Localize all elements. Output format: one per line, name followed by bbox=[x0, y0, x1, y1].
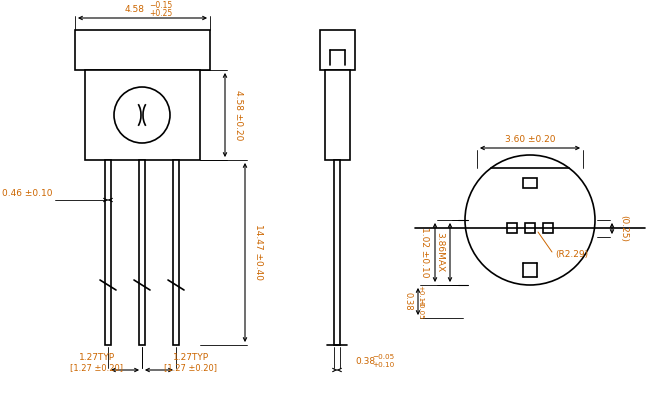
Bar bbox=[325, 70, 350, 160]
Text: +0.10: +0.10 bbox=[372, 362, 394, 368]
Bar bbox=[507, 223, 517, 233]
Bar bbox=[139, 160, 145, 345]
Text: 0.46 ±0.10: 0.46 ±0.10 bbox=[3, 189, 53, 198]
Text: −0.15: −0.15 bbox=[149, 0, 172, 10]
Text: 0.38: 0.38 bbox=[404, 292, 413, 311]
Text: 4.58 ±0.20: 4.58 ±0.20 bbox=[234, 90, 244, 140]
Text: 1.02 ±0.10: 1.02 ±0.10 bbox=[421, 227, 430, 278]
Text: +0.25: +0.25 bbox=[149, 8, 172, 17]
Text: 3.60 ±0.20: 3.60 ±0.20 bbox=[505, 135, 555, 143]
Text: 1.27TYP: 1.27TYP bbox=[79, 354, 115, 362]
Bar bbox=[525, 223, 535, 233]
Text: 14.47 ±0.40: 14.47 ±0.40 bbox=[255, 225, 264, 280]
Text: (0.25): (0.25) bbox=[620, 215, 628, 242]
Text: 3.86MAX: 3.86MAX bbox=[436, 232, 445, 273]
Text: 0.38: 0.38 bbox=[355, 358, 375, 366]
Text: (R2.29): (R2.29) bbox=[555, 250, 588, 259]
Bar bbox=[523, 178, 537, 188]
Bar bbox=[320, 30, 355, 70]
Bar bbox=[75, 30, 210, 70]
Bar bbox=[85, 70, 200, 160]
Text: +0.10: +0.10 bbox=[417, 285, 423, 306]
Text: 4.58: 4.58 bbox=[125, 6, 144, 15]
Bar bbox=[334, 160, 340, 345]
Text: −0.05: −0.05 bbox=[417, 298, 423, 319]
Text: 1.27TYP: 1.27TYP bbox=[173, 354, 209, 362]
Bar bbox=[543, 223, 553, 233]
Text: [1.27 ±0.20]: [1.27 ±0.20] bbox=[71, 364, 123, 372]
Text: −0.05: −0.05 bbox=[372, 354, 394, 360]
Text: [1.27 ±0.20]: [1.27 ±0.20] bbox=[165, 364, 217, 372]
Bar bbox=[173, 160, 179, 345]
Bar bbox=[105, 160, 111, 345]
